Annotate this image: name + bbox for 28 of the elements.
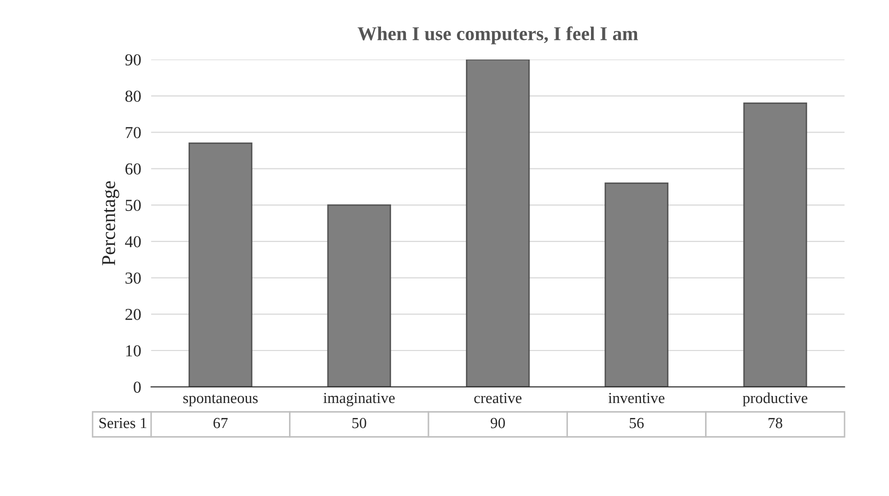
y-tick-label: 0	[134, 382, 141, 393]
y-tick-label: 90	[125, 54, 141, 66]
text: Series 1	[99, 418, 146, 428]
bar	[604, 182, 668, 387]
y-tick-label: 70	[126, 126, 141, 138]
y-tick-label: 50	[126, 200, 141, 211]
bar	[327, 204, 392, 387]
y-tick-label: 80	[125, 90, 141, 102]
y-tick-label: 40	[125, 236, 141, 248]
y-tick-label: 60	[125, 163, 141, 175]
x-tick-label: creative	[474, 392, 522, 404]
bar	[188, 142, 252, 387]
data-label: 78	[768, 418, 782, 428]
bar	[466, 60, 530, 387]
bar	[743, 102, 808, 387]
x-tick-label: productive	[742, 392, 808, 406]
x-tick-label: spontaneous	[183, 394, 258, 406]
x-tick-label: inventive	[608, 392, 664, 404]
x-tick-label: imaginative	[323, 392, 395, 406]
data-label: 90	[490, 418, 505, 428]
y-tick-label: 10	[126, 345, 141, 356]
data-label: 56	[630, 418, 644, 428]
y-axis-title: Percentage	[102, 181, 120, 266]
chart-title: When I use computers, I feel I am	[358, 26, 638, 44]
y-tick-label: 30	[126, 272, 141, 284]
data-label: 50	[352, 418, 366, 428]
data-label: 67	[213, 418, 228, 428]
y-tick-label: 20	[125, 308, 141, 320]
